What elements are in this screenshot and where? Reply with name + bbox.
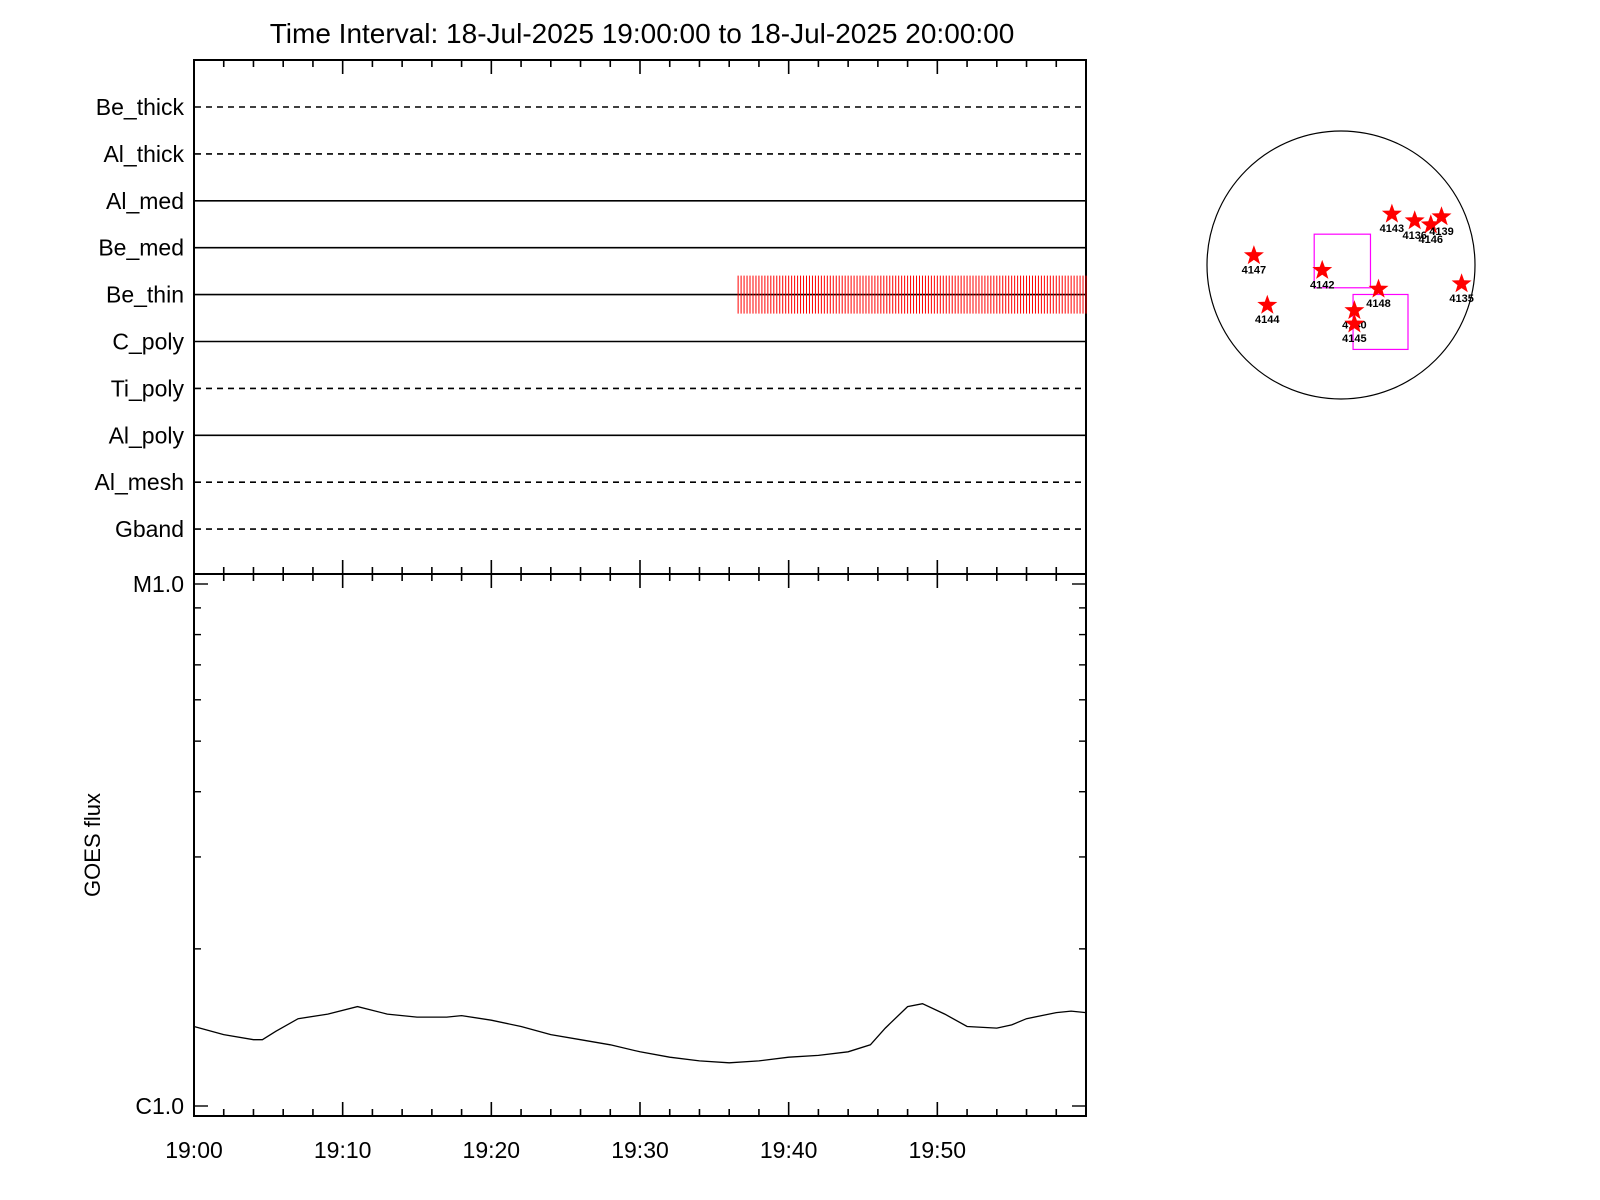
active-region-label: 4136 <box>1402 230 1426 242</box>
active-region-label: 4144 <box>1255 314 1280 326</box>
timeline-panel: Be_thick Al_thick Al_med Be_med Be_thin C_pol… <box>95 59 1087 575</box>
row-label: Be_med <box>98 235 184 261</box>
y-tick-label: C1.0 <box>135 1093 184 1119</box>
x-tick-label: 19:40 <box>760 1137 818 1163</box>
active-region-label: 4147 <box>1242 265 1266 277</box>
x-tick-label: 19:30 <box>611 1137 669 1163</box>
y-axis-label: GOES flux <box>80 793 105 897</box>
active-region-star <box>1368 278 1389 298</box>
chart-title: Time Interval: 18-Jul-2025 19:00:00 to 1… <box>270 18 1015 49</box>
active-region-label: 4142 <box>1310 279 1334 291</box>
active-region-star <box>1243 245 1264 265</box>
goes-flux-line <box>193 1003 1087 1064</box>
row-label: Be_thick <box>96 94 185 120</box>
active-region-star <box>1404 210 1425 230</box>
row-label: Al_poly <box>109 422 185 448</box>
row-label: Be_thin <box>106 282 184 308</box>
timeline-frame <box>193 59 1087 575</box>
solar-disk-panel: 4147414241434136414641394148413541444140… <box>1206 130 1476 400</box>
active-region-label: 4139 <box>1429 226 1453 238</box>
row-label: Al_thick <box>103 141 184 167</box>
solar-disk-outline <box>1206 130 1476 400</box>
active-region-star <box>1381 203 1402 223</box>
x-tick-label: 19:20 <box>463 1137 521 1163</box>
active-region-label: 4148 <box>1366 298 1390 310</box>
row-label: Gband <box>115 516 184 542</box>
observation-marks <box>737 275 1087 314</box>
active-region-star <box>1344 313 1365 333</box>
row-label: C_poly <box>112 329 184 355</box>
active-region-star <box>1312 259 1333 279</box>
active-region-label: 4135 <box>1449 293 1473 305</box>
active-region-label: 4143 <box>1380 223 1404 235</box>
fov-box <box>1313 233 1372 289</box>
y-tick-label: M1.0 <box>133 571 184 597</box>
active-region-star <box>1451 273 1472 293</box>
active-region-star <box>1344 300 1365 320</box>
active-region-label: 4145 <box>1342 333 1366 345</box>
active-region-star <box>1431 206 1452 226</box>
row-label: Ti_poly <box>111 375 185 401</box>
row-label: Al_med <box>106 188 184 214</box>
active-region-star <box>1257 294 1278 314</box>
active-region-star <box>1420 214 1441 234</box>
x-tick-label: 19:10 <box>314 1137 372 1163</box>
x-tick-label: 19:00 <box>165 1137 223 1163</box>
goes-flux-panel: 19:00 19:10 19:20 19:30 19:40 19:50 M1.0 C1.0 GO… <box>80 571 1087 1163</box>
flux-frame <box>193 573 1087 1117</box>
x-tick-label: 19:50 <box>909 1137 967 1163</box>
active-region-label: 4146 <box>1419 234 1443 246</box>
row-label: Al_mesh <box>95 469 184 495</box>
